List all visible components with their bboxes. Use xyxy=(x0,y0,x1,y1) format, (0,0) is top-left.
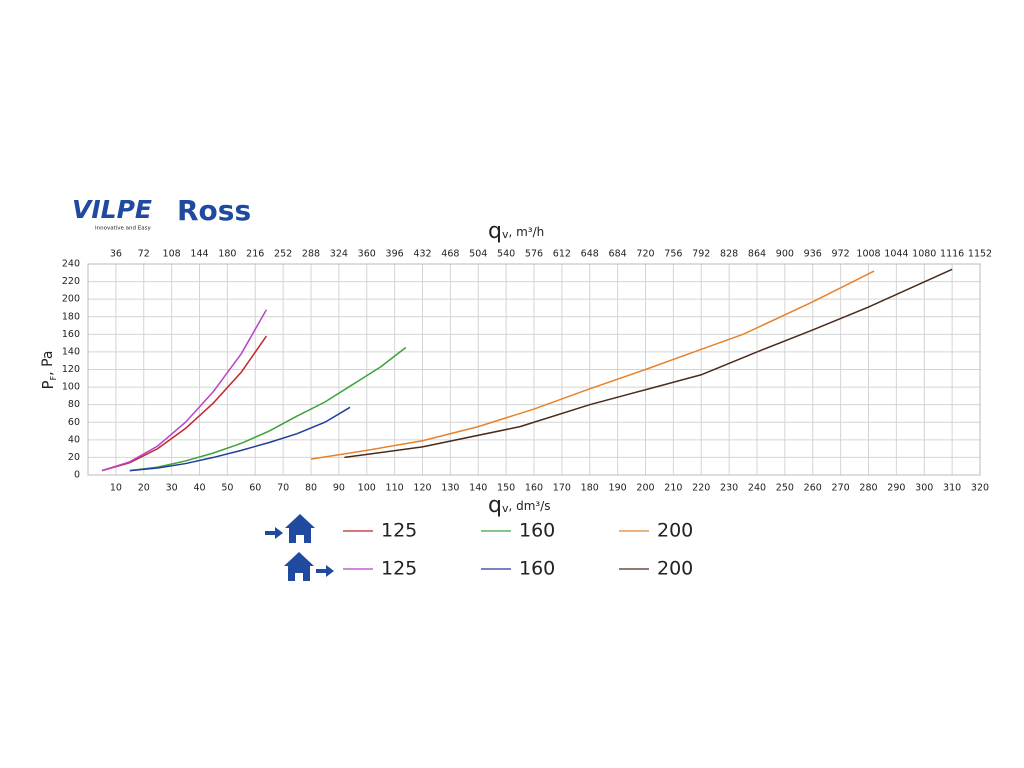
x-tick-label: 120 xyxy=(413,483,431,494)
x2-tick-label: 1080 xyxy=(912,249,936,260)
x2-tick-label: 1116 xyxy=(940,249,964,260)
x2-axis-title: qv, m³/h xyxy=(488,219,544,244)
x-tick-label: 90 xyxy=(333,483,345,494)
x-tick-label: 280 xyxy=(859,483,877,494)
x-tick-label: 290 xyxy=(887,483,905,494)
x2-tick-label: 1008 xyxy=(856,249,880,260)
y-tick-label: 160 xyxy=(62,329,80,340)
x-tick-label: 210 xyxy=(664,483,682,494)
x2-tick-label: 828 xyxy=(720,249,738,260)
legend-label: 125 xyxy=(381,558,417,580)
x2-tick-label: 648 xyxy=(581,249,599,260)
x2-tick-label: 612 xyxy=(553,249,571,260)
plot-frame xyxy=(87,263,981,476)
series-line xyxy=(129,406,351,472)
x2-tick-label: 252 xyxy=(274,249,292,260)
x2-tick-label: 576 xyxy=(525,249,543,260)
y-tick-label: 240 xyxy=(62,259,80,270)
y-tick-label: 20 xyxy=(68,452,80,463)
y-tick-label: 60 xyxy=(68,417,80,428)
y-tick-label: 140 xyxy=(62,346,80,357)
x-tick-label: 320 xyxy=(971,483,989,494)
x2-tick-label: 360 xyxy=(358,249,376,260)
legend-label: 160 xyxy=(519,520,555,542)
x2-tick-label: 972 xyxy=(832,249,850,260)
x2-tick-label: 684 xyxy=(609,249,627,260)
x-tick-label: 10 xyxy=(110,483,122,494)
legend-label: 200 xyxy=(657,520,693,542)
x-tick-label: 250 xyxy=(776,483,794,494)
x2-tick-label: 324 xyxy=(330,249,348,260)
x-tick-label: 180 xyxy=(581,483,599,494)
x2-tick-label: 288 xyxy=(302,249,320,260)
x-tick-label: 40 xyxy=(193,483,205,494)
x-tick-label: 160 xyxy=(525,483,543,494)
x-tick-label: 140 xyxy=(469,483,487,494)
x-tick-label: 230 xyxy=(720,483,738,494)
x-tick-label: 200 xyxy=(636,483,654,494)
x-tick-label: 190 xyxy=(609,483,627,494)
x-tick-label: 130 xyxy=(441,483,459,494)
product-name: Ross xyxy=(177,194,251,227)
x-tick-label: 260 xyxy=(804,483,822,494)
x2-tick-label: 720 xyxy=(636,249,654,260)
series-line xyxy=(344,268,953,459)
x2-tick-label: 180 xyxy=(218,249,236,260)
x2-tick-label: 900 xyxy=(776,249,794,260)
x-tick-label: 220 xyxy=(692,483,710,494)
x-tick-label: 50 xyxy=(221,483,233,494)
x-tick-label: 310 xyxy=(943,483,961,494)
x-tick-label: 170 xyxy=(553,483,571,494)
x-tick-label: 240 xyxy=(748,483,766,494)
y-tick-label: 80 xyxy=(68,399,80,410)
x2-tick-label: 864 xyxy=(748,249,766,260)
x-tick-label: 100 xyxy=(358,483,376,494)
x-axis-title: qv, dm³/s xyxy=(488,493,551,518)
x2-tick-label: 936 xyxy=(804,249,822,260)
y-tick-label: 40 xyxy=(68,434,80,445)
y-tick-label: 200 xyxy=(62,294,80,305)
x-tick-label: 30 xyxy=(166,483,178,494)
x2-tick-label: 1152 xyxy=(968,249,992,260)
x2-tick-label: 36 xyxy=(110,249,122,260)
x2-tick-label: 792 xyxy=(692,249,710,260)
x-tick-label: 20 xyxy=(138,483,150,494)
x2-tick-label: 216 xyxy=(246,249,264,260)
x2-tick-label: 72 xyxy=(138,249,150,260)
x2-tick-label: 108 xyxy=(163,249,181,260)
legend-label: 200 xyxy=(657,558,693,580)
tagline: Innovative and Easy xyxy=(95,226,151,232)
y-tick-label: 180 xyxy=(62,311,80,322)
series-line xyxy=(101,335,268,472)
series-line xyxy=(101,309,268,472)
supply-icon xyxy=(265,514,315,543)
x2-tick-label: 468 xyxy=(441,249,459,260)
x2-tick-label: 432 xyxy=(413,249,431,260)
x2-tick-label: 396 xyxy=(386,249,404,260)
x-tick-label: 70 xyxy=(277,483,289,494)
series-line xyxy=(129,346,407,472)
x2-tick-label: 144 xyxy=(190,249,208,260)
y-tick-label: 120 xyxy=(62,364,80,375)
y-tick-label: 0 xyxy=(74,470,80,481)
x2-tick-label: 1044 xyxy=(884,249,908,260)
series-line xyxy=(310,270,875,460)
legend-label: 125 xyxy=(381,520,417,542)
y-axis-title: PF, Pa xyxy=(39,351,58,390)
x-tick-label: 300 xyxy=(915,483,933,494)
exhaust-icon xyxy=(284,552,334,581)
x2-tick-label: 504 xyxy=(469,249,487,260)
x2-tick-label: 540 xyxy=(497,249,515,260)
legend-label: 160 xyxy=(519,558,555,580)
x-tick-label: 110 xyxy=(386,483,404,494)
x-tick-label: 150 xyxy=(497,483,515,494)
y-tick-label: 220 xyxy=(62,276,80,287)
x-tick-label: 270 xyxy=(832,483,850,494)
x-tick-label: 80 xyxy=(305,483,317,494)
x2-tick-label: 756 xyxy=(664,249,682,260)
logo: VILPE xyxy=(72,195,152,224)
x-tick-label: 60 xyxy=(249,483,261,494)
y-tick-label: 100 xyxy=(62,382,80,393)
